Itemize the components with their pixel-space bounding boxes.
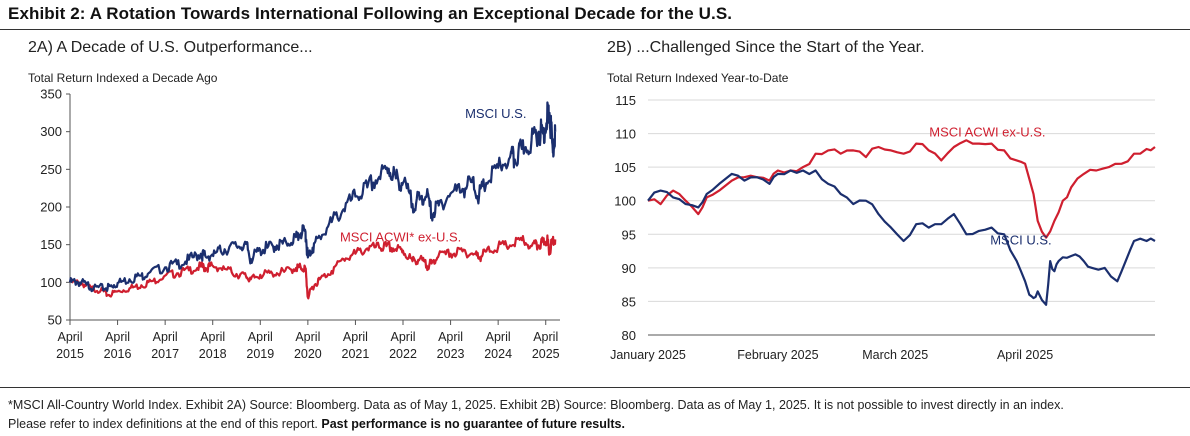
chart-2a-title: 2A) A Decade of U.S. Outperformance...	[28, 39, 313, 56]
chart-2a-x-tick-year: 2024	[484, 347, 512, 361]
footnote-disclaimer: Past performance is no guarantee of futu…	[321, 417, 625, 431]
footnote-line-1: *MSCI All-Country World Index. Exhibit 2…	[8, 398, 1064, 412]
chart-2a-x-tick-month: April	[438, 330, 463, 344]
chart-2a-x-tick-month: April	[248, 330, 273, 344]
chart-2b-y-tick-label: 110	[615, 127, 636, 142]
chart-2a-series-msci-acwi-ex-us	[68, 234, 557, 300]
chart-2a-x-tick-year: 2023	[437, 347, 465, 361]
chart-2a-x-tick-month: April	[391, 330, 416, 344]
chart-2a-y-tick-label: 150	[40, 237, 62, 252]
chart-2b-x-label: February 2025	[737, 348, 818, 362]
chart-2a-y-tick-label: 50	[48, 313, 62, 328]
chart-2b-title: 2B) ...Challenged Since the Start of the…	[607, 39, 925, 56]
chart-2a-y-tick-label: 350	[40, 87, 62, 102]
chart-2a-y-tick-label: 100	[40, 275, 62, 290]
exhibit-title: Exhibit 2: A Rotation Towards Internatio…	[8, 4, 733, 23]
chart-2a-x-tick-year: 2020	[294, 347, 322, 361]
chart-2a-x-tick-month: April	[343, 330, 368, 344]
chart-2b-series-msci-acwi-ex-us	[647, 139, 1156, 239]
top-divider	[0, 29, 1190, 30]
chart-2b-series-msci-us	[647, 169, 1156, 306]
chart-2a-x-tick-year: 2015	[56, 347, 84, 361]
footnote-line-2: Please refer to index definitions at the…	[8, 415, 1183, 434]
chart-2a-x-tick-year: 2016	[104, 347, 132, 361]
chart-2b-y-tick-label: 105	[614, 160, 636, 175]
chart-2b-y-tick-label: 100	[614, 194, 636, 209]
chart-2b-label-msci-acwi-ex-us: MSCI ACWI ex-U.S.	[929, 124, 1045, 139]
chart-2a-x-tick-month: April	[295, 330, 320, 344]
chart-2b: 2B) ...Challenged Since the Start of the…	[607, 39, 1156, 362]
charts-canvas: 2A) A Decade of U.S. Outperformance... To…	[28, 39, 1156, 362]
chart-2a-x-tick-month: April	[533, 330, 558, 344]
chart-2b-y-tick-label: 85	[622, 294, 636, 309]
chart-2a-label-msci-acwi-ex-us: MSCI ACWI* ex-U.S.	[340, 230, 461, 245]
chart-2b-y-tick-label: 80	[622, 328, 636, 343]
chart-2a-x-tick-month: April	[153, 330, 178, 344]
chart-2b-y-tick-label: 90	[622, 261, 636, 276]
chart-2a-x-tick-year: 2019	[246, 347, 274, 361]
chart-2a-x-tick-month: April	[57, 330, 82, 344]
bottom-divider	[0, 387, 1190, 388]
chart-2a: 2A) A Decade of U.S. Outperformance... To…	[28, 39, 560, 361]
chart-2b-label-msci-us: MSCI U.S.	[990, 232, 1051, 247]
chart-2a-label-msci-us: MSCI U.S.	[465, 106, 526, 121]
chart-2a-ylabel: Total Return Indexed a Decade Ago	[28, 71, 218, 85]
chart-2a-x-tick-year: 2017	[151, 347, 179, 361]
chart-2a-x-tick-month: April	[486, 330, 511, 344]
chart-2b-ylabel: Total Return Indexed Year-to-Date	[607, 71, 789, 85]
chart-2a-y-tick-label: 300	[40, 124, 62, 139]
chart-2a-y-tick-label: 200	[40, 200, 62, 215]
chart-2a-x-tick-month: April	[200, 330, 225, 344]
chart-2b-x-label: March 2025	[862, 348, 928, 362]
chart-2a-x-tick-year: 2025	[532, 347, 560, 361]
chart-2b-y-tick-label: 95	[622, 227, 636, 242]
chart-2b-x-label: April 2025	[997, 348, 1053, 362]
chart-2a-x-tick-month: April	[105, 330, 130, 344]
chart-2a-series-msci-us	[68, 101, 557, 293]
chart-2b-y-tick-label: 115	[615, 93, 636, 108]
chart-2a-x-tick-year: 2021	[342, 347, 370, 361]
footnote-plain: Please refer to index definitions at the…	[8, 417, 318, 431]
chart-2a-x-tick-year: 2022	[389, 347, 417, 361]
chart-2a-x-tick-year: 2018	[199, 347, 227, 361]
chart-2b-x-label: January 2025	[610, 348, 686, 362]
chart-2a-y-tick-label: 250	[40, 162, 62, 177]
footnote: *MSCI All-Country World Index. Exhibit 2…	[8, 396, 1183, 434]
